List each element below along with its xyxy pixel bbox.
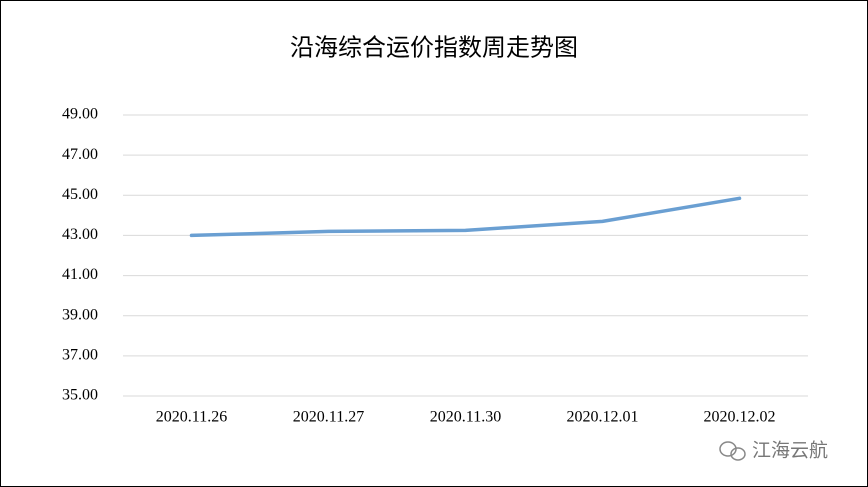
- y-tick-label: 45.00: [62, 186, 98, 203]
- y-tick-label: 35.00: [62, 387, 98, 404]
- x-tick-label: 2020.11.30: [430, 409, 501, 426]
- x-tick-label: 2020.11.26: [156, 409, 227, 426]
- y-tick-label: 47.00: [62, 146, 98, 163]
- x-tick-label: 2020.11.27: [293, 409, 364, 426]
- y-tick-label: 37.00: [62, 347, 98, 364]
- y-tick-label: 41.00: [62, 266, 98, 283]
- x-tick-label: 2020.12.01: [567, 409, 639, 426]
- watermark-icon: [719, 441, 746, 461]
- watermark: 江海云航: [752, 440, 828, 462]
- y-tick-label: 49.00: [62, 106, 98, 123]
- x-tick-label: 2020.12.02: [704, 409, 776, 426]
- y-tick-label: 43.00: [62, 226, 98, 243]
- data-line: [189, 196, 742, 238]
- y-tick-label: 39.00: [62, 306, 98, 323]
- chart-title: 沿海综合运价指数周走势图: [290, 35, 578, 62]
